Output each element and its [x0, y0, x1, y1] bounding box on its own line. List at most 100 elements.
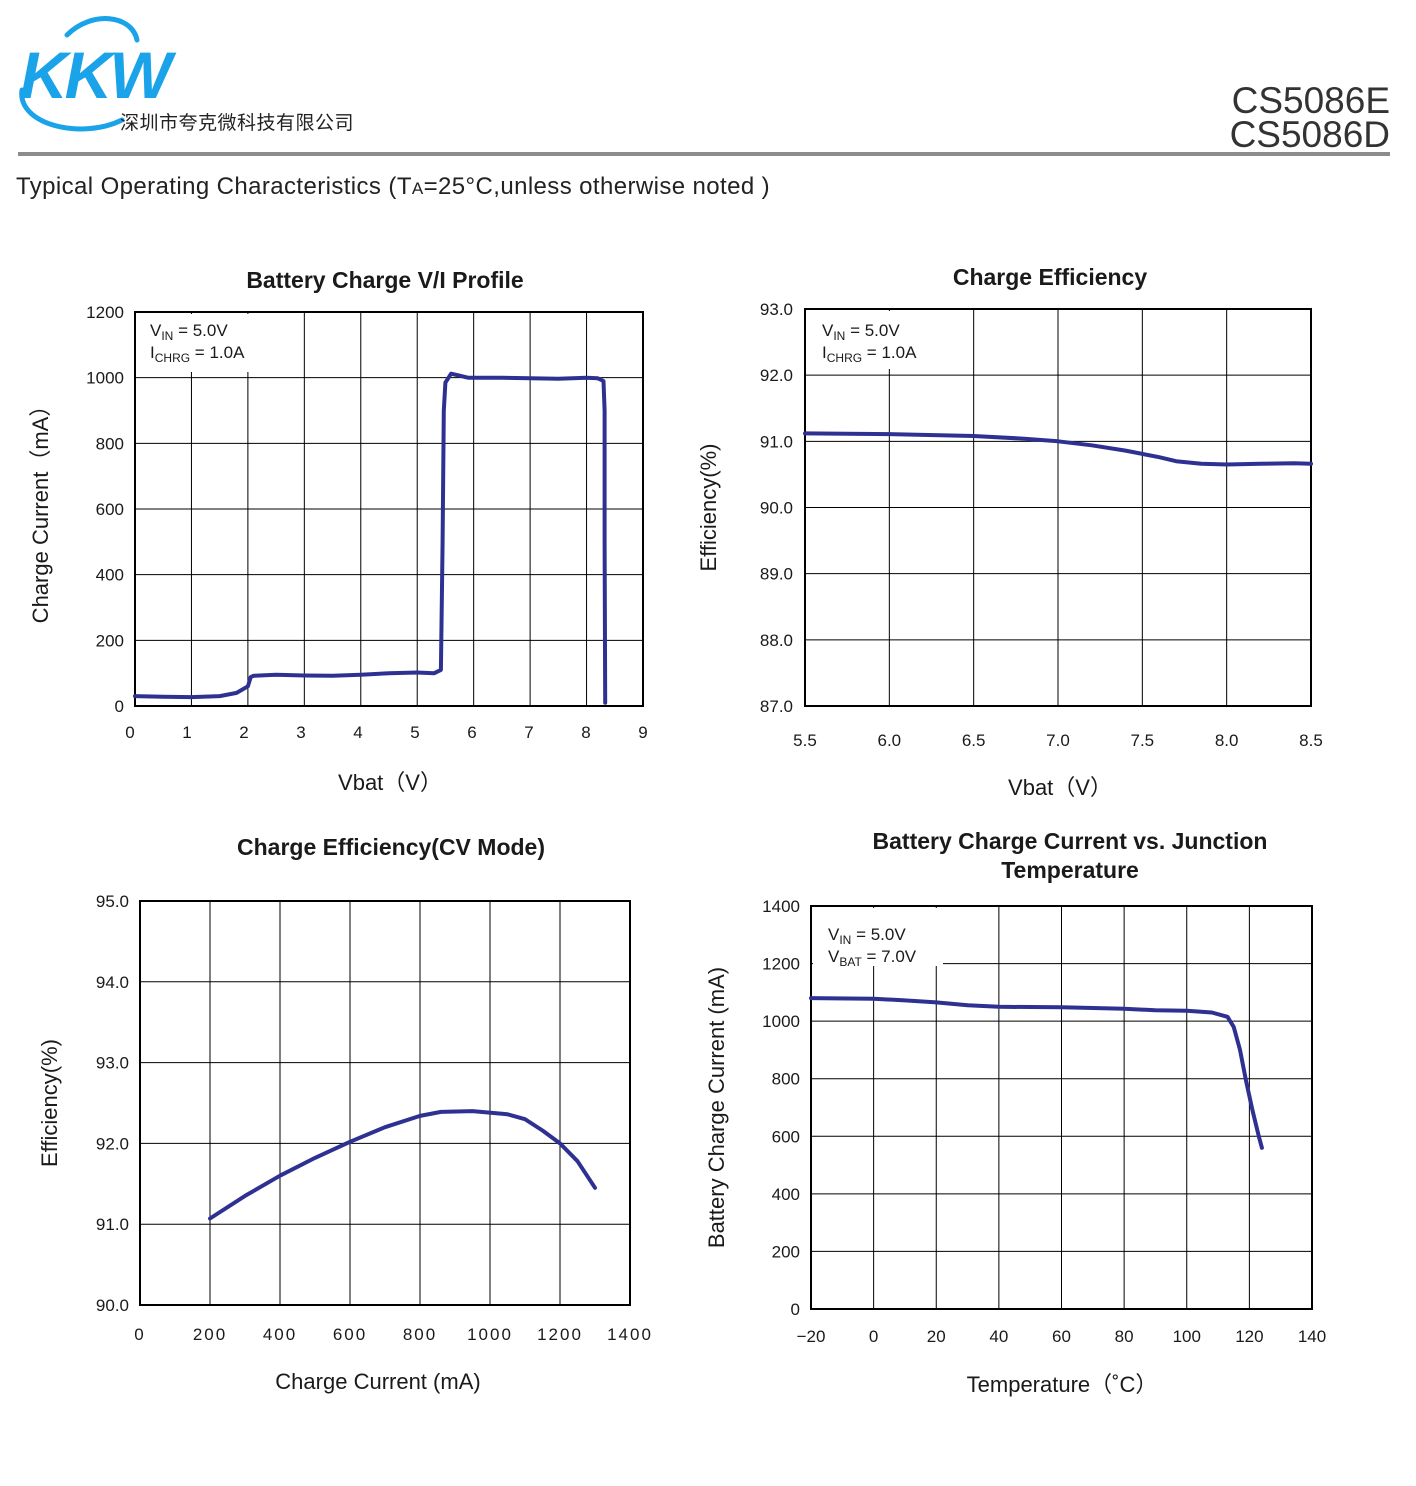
x-tick-label: 0 — [134, 1325, 145, 1344]
series-line — [133, 371, 608, 705]
y-tick-label: 93.0 — [96, 1054, 129, 1073]
x-tick-label: 5.5 — [793, 731, 817, 750]
header-divider — [18, 152, 1390, 156]
x-axis-label: Charge Current (mA) — [275, 1369, 480, 1394]
y-tick-label: 90.0 — [760, 499, 793, 518]
x-tick-label: 200 — [193, 1325, 227, 1344]
chart-vi: Battery Charge V/I Profile VIN = 5.0VICHR… — [28, 267, 648, 795]
x-tick-label: 7.5 — [1131, 731, 1155, 750]
y-tick-label: 1200 — [762, 955, 800, 974]
y-tick-label: 90.0 — [96, 1296, 129, 1315]
annotation-bg — [807, 311, 937, 369]
chart-temp: Battery Charge Current vs. Junction Tempe… — [704, 828, 1326, 1397]
section-condition-suffix: =25°C,unless otherwise noted ) — [423, 173, 771, 200]
plot-frame — [804, 308, 1312, 707]
part-number-1: CS5086E — [1231, 80, 1390, 121]
x-tick-label: 6 — [467, 723, 476, 742]
x-tick-label: 80 — [1115, 1327, 1134, 1346]
chart-title: Charge Efficiency(CV Mode) — [237, 834, 545, 860]
x-tick-label: 9 — [638, 723, 647, 742]
x-tick-label: 120 — [1235, 1327, 1263, 1346]
y-axis-label: Charge Current（mA） — [28, 395, 53, 624]
annotation-bg — [813, 908, 943, 966]
x-tick-label: 2 — [239, 723, 248, 742]
y-tick-label: 1000 — [86, 369, 124, 388]
chart-title: Battery Charge V/I Profile — [246, 267, 523, 293]
y-tick-label: 91.0 — [96, 1215, 129, 1234]
y-tick-label: 400 — [772, 1185, 800, 1204]
annotation-text: ICHRG = 1.0A — [822, 343, 917, 365]
annotation-text: VIN = 5.0V — [822, 321, 900, 343]
x-tick-label: 7 — [524, 723, 533, 742]
x-tick-label: 6.5 — [962, 731, 986, 750]
y-tick-label: 91.0 — [760, 432, 793, 451]
x-tick-label: 60 — [1052, 1327, 1071, 1346]
x-tick-label: 400 — [263, 1325, 297, 1344]
section-condition-sub: A — [411, 179, 424, 198]
y-tick-label: 87.0 — [760, 697, 793, 716]
annotation-text: VIN = 5.0V — [828, 925, 906, 947]
y-tick-label: 94.0 — [96, 973, 129, 992]
x-tick-label: 6.0 — [878, 731, 902, 750]
y-tick-label: 93.0 — [760, 300, 793, 319]
y-axis-label: Efficiency(%) — [37, 1039, 62, 1167]
y-axis-label: Battery Charge Current (mA) — [704, 967, 729, 1248]
grid — [140, 901, 630, 1305]
part-number-2: CS5086D — [1229, 114, 1390, 155]
logo-text: KKW — [20, 38, 176, 112]
x-tick-label: 7.0 — [1046, 731, 1070, 750]
x-tick-label: 40 — [989, 1327, 1008, 1346]
y-tick-label: 600 — [772, 1127, 800, 1146]
y-tick-label: 89.0 — [760, 565, 793, 584]
annotation-text: VBAT = 7.0V — [828, 947, 917, 969]
chart-title-line: Battery Charge Current vs. Junction — [873, 828, 1268, 854]
series-line — [208, 1109, 597, 1221]
x-tick-label: 0 — [869, 1327, 878, 1346]
y-tick-label: 800 — [772, 1070, 800, 1089]
plot-frame — [810, 905, 1313, 1310]
series-line — [803, 431, 1313, 467]
section-title: Typical Operating Characteristics (TA=25… — [16, 173, 770, 201]
x-tick-label: 600 — [333, 1325, 367, 1344]
x-tick-label: 8.0 — [1215, 731, 1239, 750]
plot-frame — [134, 311, 644, 707]
x-axis-label: Temperature（˚C） — [967, 1372, 1158, 1397]
x-tick-label: 8 — [581, 723, 590, 742]
annotation-text: ICHRG = 1.0A — [150, 343, 245, 365]
y-tick-label: 88.0 — [760, 631, 793, 650]
y-tick-label: 200 — [96, 631, 124, 650]
x-tick-label: 8.5 — [1299, 731, 1323, 750]
x-tick-label: 20 — [927, 1327, 946, 1346]
y-tick-label: 1200 — [86, 303, 124, 322]
company-name: 深圳市夸克微科技有限公司 — [120, 112, 355, 134]
y-tick-label: 95.0 — [96, 892, 129, 911]
y-tick-label: 0 — [115, 697, 124, 716]
x-tick-label: 5 — [410, 723, 419, 742]
x-tick-label: 1200 — [537, 1325, 583, 1344]
x-tick-label: 1 — [182, 723, 191, 742]
x-axis-label: Vbat（V） — [1008, 775, 1112, 800]
x-tick-label: −20 — [797, 1327, 826, 1346]
plot-frame — [139, 900, 631, 1306]
chart-title-line: Temperature — [1001, 857, 1139, 883]
y-tick-label: 400 — [96, 566, 124, 585]
x-tick-label: 140 — [1298, 1327, 1326, 1346]
x-tick-label: 0 — [125, 723, 134, 742]
annotation-text: VIN = 5.0V — [150, 321, 228, 343]
x-tick-label: 100 — [1173, 1327, 1201, 1346]
y-tick-label: 1400 — [762, 897, 800, 916]
y-tick-label: 92.0 — [96, 1134, 129, 1153]
x-tick-label: 1000 — [467, 1325, 513, 1344]
x-tick-label: 1400 — [607, 1325, 653, 1344]
x-tick-label: 800 — [403, 1325, 437, 1344]
chart-title: Charge Efficiency — [953, 264, 1147, 290]
grid — [811, 906, 1312, 1309]
section-condition-prefix: (T — [388, 173, 412, 200]
kkw-logo: KKW — [19, 16, 179, 132]
x-axis-label: Vbat（V） — [338, 770, 442, 795]
y-tick-label: 1000 — [762, 1012, 800, 1031]
x-tick-label: 4 — [353, 723, 362, 742]
chart-cv: Charge Efficiency(CV Mode) 0 200 400 600 800 1… — [37, 834, 653, 1394]
